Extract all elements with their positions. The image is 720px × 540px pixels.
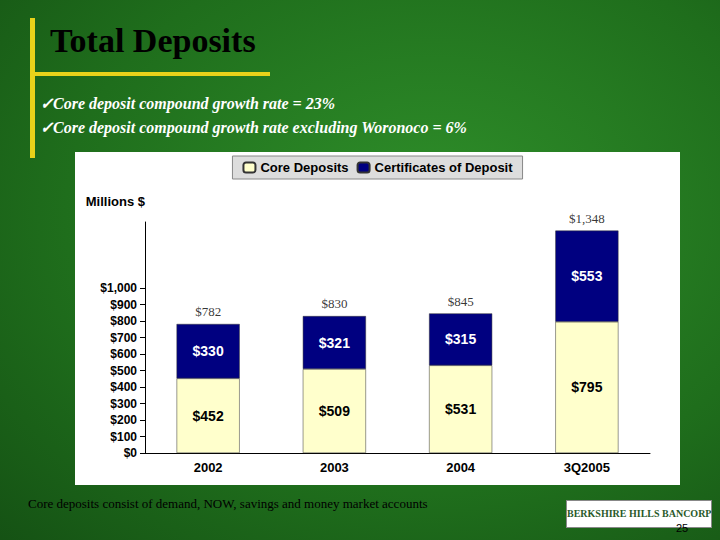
svg-text:$1,000: $1,000 xyxy=(100,281,137,295)
svg-text:2002: 2002 xyxy=(194,460,223,475)
svg-text:Core Deposits: Core Deposits xyxy=(260,160,348,175)
svg-text:$700: $700 xyxy=(110,331,137,345)
svg-text:$553: $553 xyxy=(571,268,602,284)
svg-text:$900: $900 xyxy=(110,298,137,312)
svg-text:$509: $509 xyxy=(319,403,350,419)
svg-text:$1,348: $1,348 xyxy=(569,211,605,226)
svg-text:$0: $0 xyxy=(124,446,138,460)
html-text:✓Core deposit compound growth: ✓Core deposit compound growth rate exclu… xyxy=(40,119,467,136)
svg-text:2004: 2004 xyxy=(446,460,476,475)
svg-text:$500: $500 xyxy=(110,364,137,378)
svg-text:$830: $830 xyxy=(321,296,347,311)
svg-text:$100: $100 xyxy=(110,430,137,444)
svg-text:Millions $: Millions $ xyxy=(86,194,146,209)
html-text:25: 25 xyxy=(676,522,689,534)
html-text:✓Core deposit compound growth: ✓Core deposit compound growth rate = 23% xyxy=(40,95,335,112)
svg-text:$330: $330 xyxy=(193,343,224,359)
svg-text:$531: $531 xyxy=(445,401,476,417)
svg-text:$321: $321 xyxy=(319,335,350,351)
html-text:Core deposits consist of deman: Core deposits consist of demand, NOW, sa… xyxy=(28,496,428,511)
svg-text:3Q2005: 3Q2005 xyxy=(564,460,610,475)
svg-text:Certificates of Deposit: Certificates of Deposit xyxy=(375,160,514,175)
svg-text:2003: 2003 xyxy=(320,460,349,475)
svg-text:$782: $782 xyxy=(195,304,221,319)
svg-text:$315: $315 xyxy=(445,331,476,347)
html-text:BERKSHIRE HILLS BANCORP: BERKSHIRE HILLS BANCORP xyxy=(567,508,712,519)
svg-text:$800: $800 xyxy=(110,314,137,328)
svg-text:$795: $795 xyxy=(571,379,602,395)
svg-text:$845: $845 xyxy=(448,294,474,309)
svg-text:$300: $300 xyxy=(110,397,137,411)
html-text:Total Deposits: Total Deposits xyxy=(50,22,256,59)
svg-text:$400: $400 xyxy=(110,380,137,394)
svg-text:$600: $600 xyxy=(110,347,137,361)
svg-text:$452: $452 xyxy=(193,408,224,424)
svg-text:$200: $200 xyxy=(110,413,137,427)
